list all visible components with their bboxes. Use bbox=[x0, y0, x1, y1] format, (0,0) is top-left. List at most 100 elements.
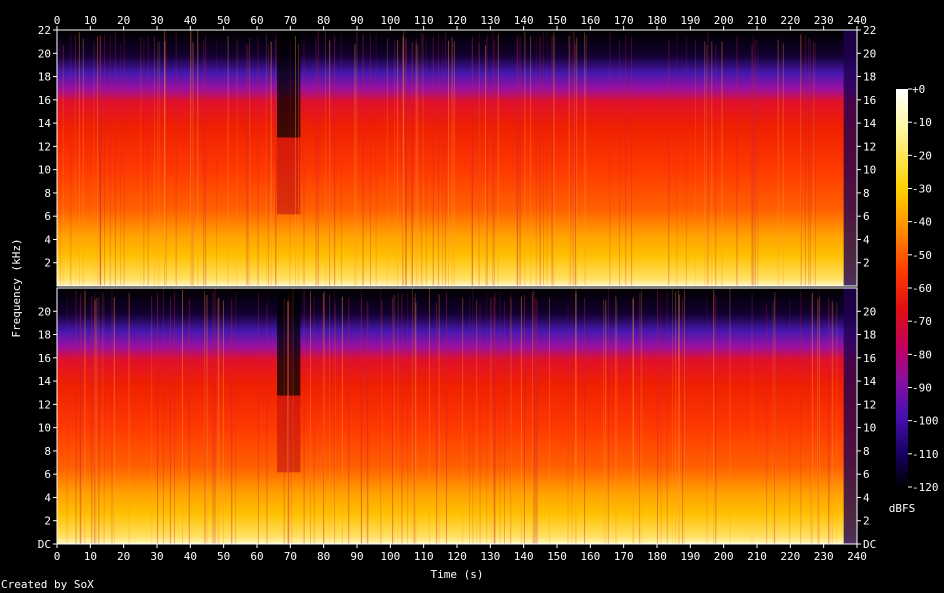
x-tick-label: 0 bbox=[54, 550, 61, 563]
x-tick-label: 30 bbox=[150, 550, 163, 563]
channel-panel-1 bbox=[56, 29, 858, 287]
x-tick-label: 110 bbox=[414, 14, 434, 27]
x-tick-label: 20 bbox=[117, 550, 130, 563]
x-tick-label: 200 bbox=[714, 14, 734, 27]
x-tick-label: 20 bbox=[117, 14, 130, 27]
spectrogram-panels bbox=[56, 29, 858, 545]
y-tick-label: 6 bbox=[863, 210, 870, 223]
x-tick-label: 160 bbox=[580, 550, 600, 563]
y-tick-label: DC bbox=[863, 538, 876, 551]
y-axis-label: Frequency (kHz) bbox=[10, 238, 23, 337]
x-tick-label: 70 bbox=[284, 14, 297, 27]
colorbar-tick-label: -40 bbox=[912, 216, 932, 229]
x-tick-label: 120 bbox=[447, 14, 467, 27]
x-tick-label: 230 bbox=[814, 14, 834, 27]
fade-out-region bbox=[843, 30, 857, 286]
x-tick-label: 60 bbox=[250, 14, 263, 27]
x-tick-label: 170 bbox=[614, 550, 634, 563]
fade-out-region bbox=[843, 288, 857, 544]
y-tick-label: 4 bbox=[44, 491, 51, 504]
y-tick-label: 16 bbox=[38, 352, 51, 365]
y-tick-label: 18 bbox=[38, 71, 51, 84]
cutoff-region bbox=[277, 30, 301, 138]
x-tick-label: 40 bbox=[184, 14, 197, 27]
colorbar-tick-label: +0 bbox=[912, 83, 925, 96]
colorbar-tick-label: -110 bbox=[912, 448, 939, 461]
y-tick-label: 6 bbox=[44, 468, 51, 481]
y-tick-label: 12 bbox=[38, 398, 51, 411]
y-tick-label: 12 bbox=[863, 140, 876, 153]
x-tick-label: 0 bbox=[54, 14, 61, 27]
credit-text: Created by SoX bbox=[1, 578, 94, 591]
cutoff-region bbox=[277, 137, 301, 215]
y-tick-label: 8 bbox=[863, 187, 870, 200]
x-tick-label: 200 bbox=[714, 550, 734, 563]
x-tick-label: 40 bbox=[184, 550, 197, 563]
x-tick-label: 220 bbox=[780, 550, 800, 563]
x-tick-label: 220 bbox=[780, 14, 800, 27]
y-tick-label: 6 bbox=[863, 468, 870, 481]
y-tick-label: 2 bbox=[44, 257, 51, 270]
y-tick-label: 2 bbox=[863, 515, 870, 528]
x-tick-label: 190 bbox=[680, 14, 700, 27]
y-tick-label: 4 bbox=[44, 233, 51, 246]
y-tick-label: 22 bbox=[38, 24, 51, 37]
x-tick-label: 160 bbox=[580, 14, 600, 27]
x-tick-label: 180 bbox=[647, 550, 667, 563]
y-tick-label: 12 bbox=[863, 398, 876, 411]
y-tick-label: 18 bbox=[38, 329, 51, 342]
x-tick-label: 230 bbox=[814, 550, 834, 563]
y-tick-label: 6 bbox=[44, 210, 51, 223]
x-tick-label: 140 bbox=[514, 550, 534, 563]
x-tick-label: 210 bbox=[747, 14, 767, 27]
x-tick-label: 150 bbox=[547, 550, 567, 563]
cutoff-region bbox=[277, 395, 301, 473]
x-tick-label: 190 bbox=[680, 550, 700, 563]
y-tick-label: 14 bbox=[38, 117, 52, 130]
y-tick-label: 10 bbox=[863, 422, 876, 435]
x-tick-label: 100 bbox=[380, 14, 400, 27]
colorbar-tick-label: -80 bbox=[912, 348, 932, 361]
y-tick-label: 4 bbox=[863, 491, 870, 504]
x-tick-label: 10 bbox=[84, 550, 97, 563]
x-tick-label: 80 bbox=[317, 550, 330, 563]
y-tick-label: 20 bbox=[863, 47, 876, 60]
x-tick-label: 90 bbox=[350, 14, 363, 27]
channel-panel-2 bbox=[56, 287, 858, 545]
x-tick-label: 120 bbox=[447, 550, 467, 563]
y-tick-label: DC bbox=[38, 538, 51, 551]
x-tick-label: 170 bbox=[614, 14, 634, 27]
x-tick-label: 60 bbox=[250, 550, 263, 563]
y-tick-label: 2 bbox=[863, 257, 870, 270]
colorbar-tick-label: -120 bbox=[912, 481, 939, 494]
x-tick-label: 240 bbox=[847, 550, 867, 563]
colorbar-tick-label: -30 bbox=[912, 183, 932, 196]
y-tick-label: 8 bbox=[863, 445, 870, 458]
x-tick-label: 90 bbox=[350, 550, 363, 563]
x-tick-label: 210 bbox=[747, 550, 767, 563]
x-tick-label: 180 bbox=[647, 14, 667, 27]
y-tick-label: 10 bbox=[38, 164, 51, 177]
y-tick-label: 22 bbox=[863, 24, 876, 37]
y-tick-label: 8 bbox=[44, 187, 51, 200]
x-tick-label: 80 bbox=[317, 14, 330, 27]
colorbar-tick-label: -100 bbox=[912, 415, 939, 428]
x-tick-label: 140 bbox=[514, 14, 534, 27]
x-tick-label: 100 bbox=[380, 550, 400, 563]
x-tick-label: 30 bbox=[150, 14, 163, 27]
colorbar bbox=[896, 89, 908, 487]
x-axis-label: Time (s) bbox=[431, 568, 484, 581]
y-tick-label: 18 bbox=[863, 71, 876, 84]
x-tick-label: 50 bbox=[217, 14, 230, 27]
y-tick-label: 2 bbox=[44, 515, 51, 528]
x-tick-label: 10 bbox=[84, 14, 97, 27]
y-tick-label: 10 bbox=[38, 422, 51, 435]
colorbar-tick-label: -90 bbox=[912, 382, 932, 395]
colorbar-tick-label: -10 bbox=[912, 116, 932, 129]
y-tick-label: 16 bbox=[863, 352, 876, 365]
y-tick-label: 20 bbox=[38, 47, 51, 60]
y-tick-label: 12 bbox=[38, 140, 51, 153]
y-tick-label: 20 bbox=[38, 305, 51, 318]
